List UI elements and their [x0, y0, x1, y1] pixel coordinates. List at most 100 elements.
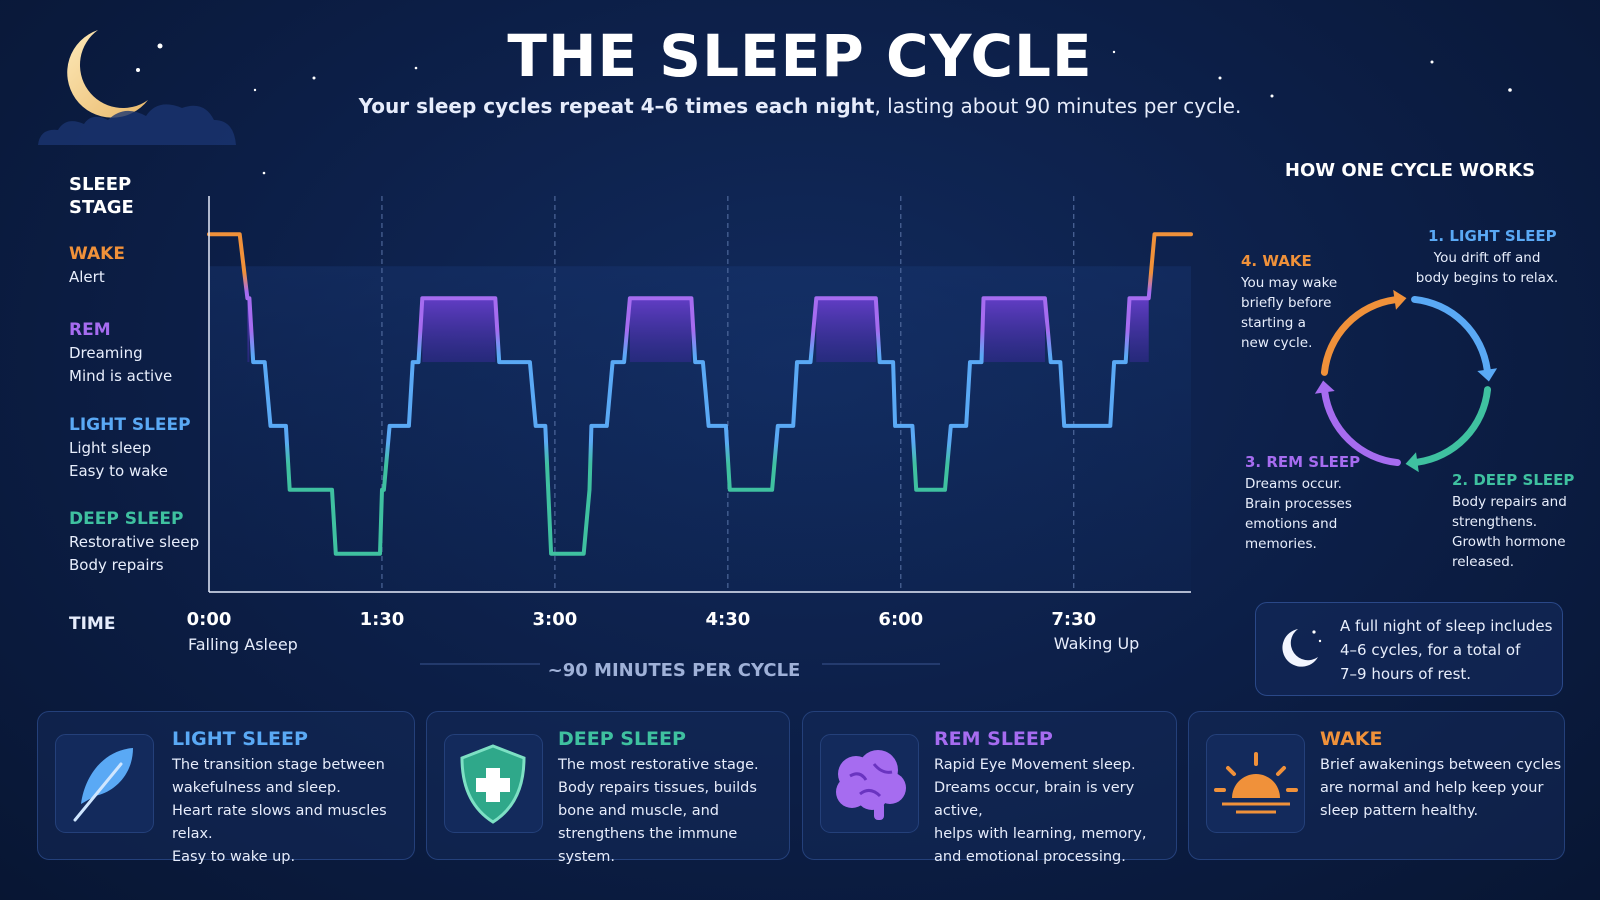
decoration: [38, 30, 1512, 175]
stage-note: Light sleep: [69, 439, 152, 457]
stage-label: LIGHT SLEEP Light sleep Easy to wake: [69, 414, 191, 483]
stage-name: WAKE: [69, 244, 125, 264]
arrow-head: [1405, 452, 1419, 473]
card-line: sleep pattern healthy.: [1320, 803, 1479, 819]
stage-note: Mind is active: [69, 367, 173, 385]
step-text: Dreams occur.: [1245, 476, 1342, 492]
note-text: A full night of sleep includes 4–6 cycles…: [1340, 614, 1552, 686]
card-line: Brief awakenings between cycles: [1320, 757, 1562, 773]
cycle-step: 1. LIGHT SLEEP You drift off and body begi…: [1392, 226, 1582, 288]
step-text: starting a: [1241, 315, 1306, 331]
step-text: body begins to relax.: [1415, 270, 1559, 286]
note-line: A full night of sleep includes: [1340, 617, 1553, 635]
stage-note: Restorative sleep: [69, 533, 200, 551]
card-line: are normal and help keep your: [1320, 780, 1544, 796]
cycle-step: 4. WAKE You may wake briefly before startin…: [1241, 251, 1351, 353]
stage-label: DEEP SLEEP Restorative sleep Body repairs: [69, 508, 199, 577]
card-line: wakefulness and sleep.: [172, 780, 341, 796]
step-text: Body repairs and: [1452, 494, 1567, 510]
cycle-title: HOW ONE CYCLE WORKS: [1284, 160, 1536, 181]
x-axis-label: TIME: [69, 614, 115, 634]
stage-note: Body repairs: [69, 556, 164, 574]
card-line: bone and muscle, and: [558, 803, 719, 819]
stage-name: LIGHT SLEEP: [69, 415, 191, 435]
card-text: LIGHT SLEEP The transition stage between w…: [172, 726, 414, 869]
subtitle-part: Your sleep cycles repeat: [358, 94, 641, 118]
stage-name: DEEP SLEEP: [69, 509, 184, 529]
card-title: LIGHT SLEEP: [172, 728, 308, 750]
moon-icon: [1282, 629, 1322, 667]
note-line: 7–9 hours of rest.: [1340, 665, 1472, 683]
step-text: Growth hormone: [1452, 534, 1566, 550]
stage-note: Alert: [69, 268, 105, 286]
step-text: briefly before: [1241, 295, 1332, 311]
step-text: strengthens.: [1452, 514, 1538, 530]
rem-fill: [1129, 298, 1149, 363]
stage-note: Dreaming: [69, 344, 143, 362]
card-text: WAKE Brief awakenings between cycles are n…: [1320, 726, 1561, 823]
stage-note: Easy to wake: [69, 462, 168, 480]
step-text: memories.: [1245, 536, 1317, 552]
note-line: 4–6 cycles, for a total of: [1340, 641, 1521, 659]
start-label: Falling Asleep: [188, 635, 298, 654]
cycle-arrow: [1413, 386, 1492, 466]
info-card: REM SLEEP Rapid Eye Movement sleep. Dreams…: [802, 711, 1177, 865]
x-tick-label: 1:30: [360, 609, 405, 630]
step-title: 2. DEEP SLEEP: [1452, 471, 1575, 489]
cycle-step: 2. DEEP SLEEP Body repairs and strengthens…: [1452, 470, 1582, 572]
cycle-arrow: [1320, 296, 1399, 376]
card-title: REM SLEEP: [934, 728, 1053, 750]
step-text: Brain processes: [1245, 496, 1352, 512]
step-title: 1. LIGHT SLEEP: [1428, 227, 1557, 245]
card-icon: [820, 734, 919, 833]
x-tick-label: 7:30: [1051, 609, 1096, 630]
card-line: The most restorative stage.: [558, 757, 759, 773]
x-tick-label: 4:30: [705, 609, 750, 630]
end-label: Waking Up: [1054, 634, 1140, 653]
stage-label: WAKE Alert: [69, 243, 125, 289]
card-line: helps with learning, memory,: [934, 826, 1147, 842]
card-line: and emotional processing.: [934, 849, 1126, 865]
hypnogram-line: [207, 232, 1193, 556]
subtitle: Your sleep cycles repeat 4–6 times each …: [0, 94, 1600, 118]
note-box: A full night of sleep includes 4–6 cycles…: [1255, 602, 1563, 696]
title: THE SLEEP CYCLE: [507, 22, 1093, 90]
arrow-head: [1477, 368, 1498, 382]
caption: ~90 MINUTES PER CYCLE: [548, 660, 801, 681]
cycle-arrow: [1321, 388, 1401, 467]
rem-fill: [247, 298, 250, 363]
card-line: Dreams occur, brain is very active,: [934, 780, 1135, 819]
x-tick-label: 3:00: [533, 609, 578, 630]
card-text: DEEP SLEEP The most restorative stage. Bod…: [558, 726, 789, 869]
card-text: REM SLEEP Rapid Eye Movement sleep. Dreams…: [934, 726, 1176, 869]
card-line: The transition stage between: [172, 757, 385, 773]
arrow-head: [1393, 289, 1407, 310]
info-card: WAKE Brief awakenings between cycles are n…: [1188, 711, 1565, 860]
info-card: DEEP SLEEP The most restorative stage. Bod…: [426, 711, 790, 865]
card-line: Easy to wake up.: [172, 849, 296, 865]
stage-label: REM Dreaming Mind is active: [69, 319, 172, 388]
rem-fill: [629, 298, 692, 363]
subtitle-part: , lasting about 90 minutes per cycle.: [874, 94, 1242, 118]
info-card: LIGHT SLEEP The transition stage between w…: [37, 711, 415, 865]
stage-name: REM: [69, 320, 111, 340]
arrow-head: [1314, 380, 1335, 394]
y-axis-label: SLEEP STAGE: [69, 174, 134, 218]
rem-fill: [983, 298, 1045, 363]
card-line: Body repairs tissues, builds: [558, 780, 757, 796]
card-title: WAKE: [1320, 728, 1383, 750]
step-title: 4. WAKE: [1241, 252, 1312, 270]
card-line: strengthens the immune system.: [558, 826, 738, 865]
step-text: new cycle.: [1241, 335, 1313, 351]
step-text: You may wake: [1241, 275, 1338, 291]
card-icon: [55, 734, 154, 833]
cycle-step: 3. REM SLEEP Dreams occur. Brain processes…: [1245, 452, 1375, 554]
card-line: Rapid Eye Movement sleep.: [934, 757, 1136, 773]
cycle-arrow: [1411, 295, 1491, 374]
rem-fill: [816, 298, 876, 363]
step-text: released.: [1452, 554, 1515, 570]
card-line: Heart rate slows and muscles relax.: [172, 803, 387, 842]
step-text: You drift off and: [1433, 250, 1541, 266]
